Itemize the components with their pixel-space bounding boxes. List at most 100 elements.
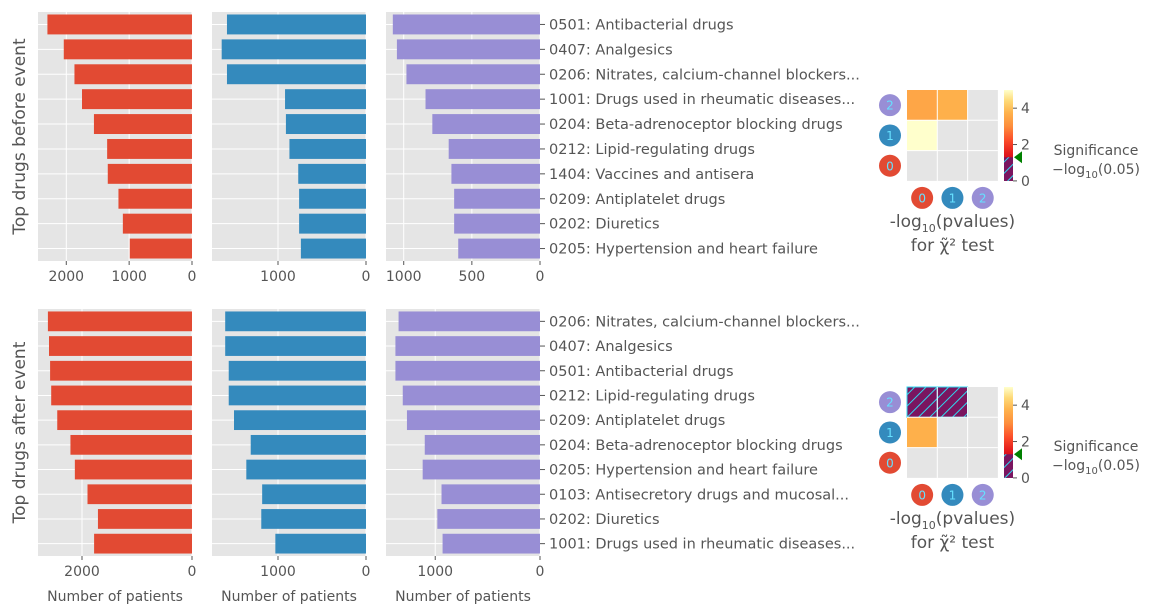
bar <box>129 238 192 259</box>
bar <box>289 138 366 159</box>
significance-formula: −log10(0.05) <box>1052 458 1140 477</box>
y-axis-label: Top drugs after event <box>10 341 30 524</box>
significance-formula: −log10(0.05) <box>1052 162 1140 181</box>
category-label: 0501: Antibacterial drugs <box>549 17 734 33</box>
category-label: 0202: Diuretics <box>549 512 660 528</box>
bar <box>51 385 193 406</box>
x-tick-label: 0 <box>362 269 371 285</box>
x-tick-label: 2000 <box>48 269 84 285</box>
category-label: 0202: Diuretics <box>549 217 660 233</box>
bar <box>47 14 192 35</box>
bar <box>234 410 366 431</box>
significance-formula-tail: (0.05) <box>1098 162 1140 178</box>
bar-panel-0-1: 1000 0 <box>212 12 370 285</box>
bar <box>82 89 192 110</box>
significance-formula-tail: (0.05) <box>1098 458 1140 474</box>
x-tick-label: 1000 <box>417 564 453 580</box>
category-label: 0407: Analgesics <box>549 42 673 58</box>
bar-panel-1-0: 2000 0 Number of patients <box>38 309 196 605</box>
x-tick-label: 0 <box>188 269 197 285</box>
colorbar-tick-label: 0 <box>1021 174 1030 190</box>
bar <box>451 163 540 184</box>
category-label: 0209: Antiplatelet drugs <box>549 192 725 208</box>
bar <box>226 64 366 85</box>
series-badge-label: 1 <box>949 488 957 502</box>
heatmap-xlabel-main: -log <box>890 212 922 232</box>
bar <box>250 434 366 455</box>
colorbar-tick-label: 0 <box>1021 471 1030 487</box>
heatmap-xlabel-2: for χ̃² test <box>911 533 995 553</box>
colorbar-tick-label: 4 <box>1021 101 1030 117</box>
series-badge <box>879 154 901 177</box>
colorbar-tick-label: 2 <box>1021 435 1030 451</box>
heatmap-xlabel-sub: 10 <box>922 519 936 532</box>
series-badge-label: 0 <box>918 191 926 205</box>
heatmap-xlabel: -log10(pvalues) <box>890 509 1015 532</box>
bar-panel-0-2: 1000 500 0 <box>386 12 544 285</box>
heatmap-xlabel: -log10(pvalues) <box>890 212 1015 235</box>
category-label: 0212: Lipid-regulating drugs <box>549 388 755 404</box>
bar <box>396 39 540 60</box>
colorbar-tick-label: 4 <box>1021 398 1030 414</box>
bar <box>406 410 540 431</box>
heatmap-cell <box>907 417 938 448</box>
significance-formula-sub: 10 <box>1085 466 1098 477</box>
bar <box>94 533 192 554</box>
category-label: 0205: Hypertension and heart failure <box>549 242 818 258</box>
bar <box>437 509 540 529</box>
x-tick-label: 0 <box>188 564 197 580</box>
colorbar-hatch <box>1004 157 1013 181</box>
bar <box>246 459 366 480</box>
bar <box>454 188 540 209</box>
colorbar <box>1004 387 1013 478</box>
category-label: 0206: Nitrates, calcium-channel blockers… <box>549 67 860 83</box>
category-label: 0205: Hypertension and heart failure <box>549 463 818 479</box>
series-badge-label: 2 <box>979 191 987 205</box>
colorbar-hatch <box>1004 454 1013 478</box>
bar <box>299 213 366 234</box>
heatmap-xlabel-main: -log <box>890 509 922 529</box>
bar <box>424 434 540 455</box>
bar <box>432 114 540 135</box>
bar <box>74 64 192 85</box>
series-badge <box>879 124 901 147</box>
series-badge-label: 0 <box>886 159 894 173</box>
bar <box>299 188 366 209</box>
bar-panel-1-2: 1000 0 Number of patients <box>386 309 544 605</box>
bar <box>74 459 192 480</box>
x-tick-label: 1000 <box>260 564 296 580</box>
heatmap-cell <box>907 90 938 121</box>
series-badge-label: 2 <box>979 488 987 502</box>
series-badge <box>879 94 901 117</box>
category-label: 0204: Beta-adrenoceptor blocking drugs <box>549 117 843 133</box>
significance-formula-main: −log <box>1052 162 1085 178</box>
colorbar-tick-label: 2 <box>1021 138 1030 154</box>
bar <box>107 138 192 159</box>
bar <box>406 64 540 85</box>
category-label: 0209: Antiplatelet drugs <box>549 413 725 429</box>
y-axis-label: Top drugs before event <box>10 38 30 236</box>
bar <box>441 484 540 505</box>
series-badge-label: 1 <box>886 426 894 440</box>
significance-label: Significance <box>1054 143 1139 159</box>
significance-formula-sub: 10 <box>1085 170 1098 181</box>
bar <box>448 138 540 159</box>
bar <box>97 509 192 529</box>
series-badge <box>911 483 934 506</box>
x-axis-label: Number of patients <box>47 589 183 605</box>
series-badge <box>971 186 994 209</box>
heatmap-cell <box>937 90 968 121</box>
series-badge-label: 0 <box>886 456 894 470</box>
category-label: 0103: Antisecretory drugs and mucosal... <box>549 487 849 503</box>
category-label: 0407: Analgesics <box>549 339 673 355</box>
x-tick-label: 0 <box>362 564 371 580</box>
bar-panel-1-1: 1000 0 Number of patients <box>212 309 370 605</box>
heatmap-xlabel-2: for χ̃² test <box>911 236 995 256</box>
bar <box>49 336 192 356</box>
series-badge <box>941 483 964 506</box>
significance-marker <box>1014 151 1022 164</box>
